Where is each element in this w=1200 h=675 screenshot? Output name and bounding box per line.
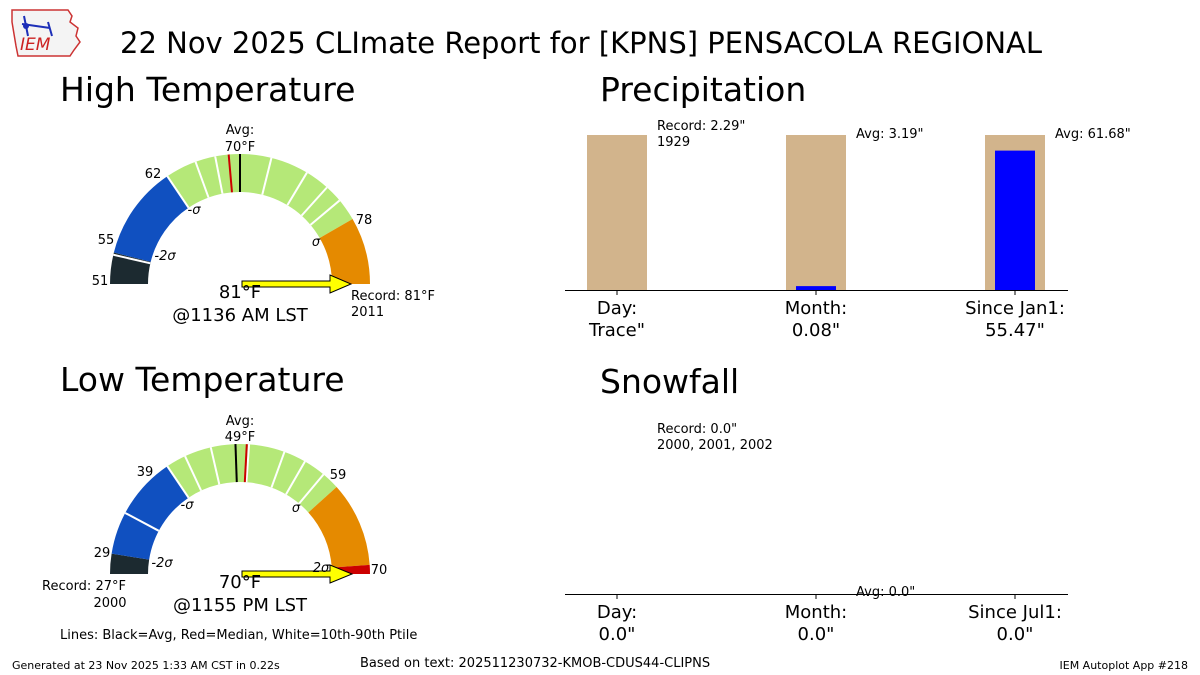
high-sigma-neg1: -σ [188,203,202,218]
high-sigma-pos1: σ [312,235,321,250]
low-median-line [243,444,248,483]
low-sigma-pos1: σ [292,501,301,516]
footer-based-on: Based on text: 202511230732-KMOB-CDUS44-… [360,656,711,671]
high-observed: 81°F [219,282,261,303]
low-pct-line-1 [166,465,190,499]
high-band-3 [319,219,370,284]
high-record-label: Record: 81°F [351,289,435,304]
precip-month-avg: Avg: 3.19" [856,127,924,142]
snow-heading: Snowfall [600,362,740,401]
precip-obs-bar-2 [995,150,1035,290]
snow-chart [565,594,1068,599]
low-tick-29: 29 [94,546,111,561]
snow-record-years: 2000, 2001, 2002 [657,438,773,453]
low-pct-line-2 [184,455,203,492]
high-avg-value: 70°F [225,140,256,155]
low-pct-line-6 [285,460,306,495]
low-pct-line-4 [245,444,251,483]
footer-generated: Generated at 23 Nov 2025 1:33 AM CST in … [12,659,280,672]
precip-label-month: Month: [784,298,848,319]
high-sigma-neg2: -2σ [154,249,176,264]
high-band-2 [167,153,353,238]
low-avg-line [234,444,238,483]
svg-text:IEM: IEM [20,35,51,55]
low-observed: 70°F [219,572,261,593]
low-time: @1155 PM LST [173,595,308,616]
high-time: @1136 AM LST [172,305,309,326]
footer-app: IEM Autoplot App #218 [1059,659,1189,672]
precip-heading: Precipitation [600,70,807,109]
low-observed-arrow [241,564,354,584]
snow-label-since: Since Jul1: [968,602,1062,623]
low-pct-line-5 [270,451,286,488]
high-temp-heading: High Temperature [60,70,356,109]
precip-year-avg: Avg: 61.68" [1055,127,1131,142]
low-band-0 [110,553,150,574]
high-pct-line-2 [194,161,210,198]
precip-label-day: Day: [596,298,638,319]
high-pct-line-4 [261,157,273,195]
low-pct-line-7 [298,473,325,505]
low-tick-70: 70 [371,563,388,578]
snow-label-month: Month: [784,602,848,623]
low-avg-label: Avg: [226,414,254,429]
low-temp-gauge: Avg: 49°F 29 39 59 70 -2σ -σ σ 2σ 70°F @… [42,414,388,616]
precip-obs-bar-1 [796,286,836,290]
high-tick-78: 78 [356,213,373,228]
high-pct-line-5 [286,172,308,206]
low-band-2 [167,444,337,513]
high-tick-51: 51 [92,274,109,289]
iowa-map-icon: IEM [11,9,81,57]
precip-record-annotation: Record: 2.29" [657,119,746,134]
high-tick-55: 55 [98,233,115,248]
low-tick-59: 59 [330,468,347,483]
high-pct-line-7 [309,199,341,226]
high-record-year: 2011 [351,305,384,320]
low-avg-value: 49°F [225,430,256,445]
high-temp-gauge: Avg: 70°F 51 55 62 78 -2σ -σ σ 81°F @113… [92,123,435,326]
snow-label-day: Day: [596,602,638,623]
high-observed-arrow [241,274,353,294]
low-temp-heading: Low Temperature [60,360,345,399]
precip-value-day: Trace" [588,320,646,341]
precip-value-month: 0.08" [791,320,841,341]
snow-value-month: 0.0" [797,624,835,645]
precip-ref-bar-1 [786,135,846,290]
low-sigma-pos2: 2σ [313,561,330,576]
high-pct-line-3 [214,156,224,194]
high-avg-label: Avg: [226,123,254,138]
snow-value-day: 0.0" [598,624,636,645]
snow-value-since: 0.0" [996,624,1034,645]
low-band-3 [308,487,370,568]
low-tick-39: 39 [137,465,154,480]
low-pct-line-3 [209,447,221,485]
iem-logo: IEM [8,6,84,60]
high-tick-62: 62 [145,167,162,182]
page-title: 22 Nov 2025 CLImate Report for [KPNS] PE… [120,26,1043,60]
low-band-1 [111,466,189,560]
high-median-line [227,154,233,193]
high-band-1 [113,176,189,262]
low-record-year: 2000 [93,596,126,611]
low-pct-line-0 [124,512,160,532]
high-pct-line-0 [113,253,151,265]
snow-record-annotation: Record: 0.0" [657,422,738,437]
high-pct-line-1 [166,175,190,209]
legend-text: Lines: Black=Avg, Red=Median, White=10th… [60,628,418,643]
precip-label-since: Since Jan1: [965,298,1065,319]
low-sigma-neg1: -σ [181,498,195,513]
high-pct-line-6 [300,186,328,217]
snow-month-avg: Avg: 0.0" [856,585,916,600]
low-sigma-neg2: -2σ [151,556,173,571]
low-record-label: Record: 27°F [42,579,126,594]
precip-record-year: 1929 [657,135,691,150]
precip-chart [565,135,1068,295]
precip-ref-bar-0 [587,135,647,290]
precip-value-since: 55.47" [985,320,1045,341]
